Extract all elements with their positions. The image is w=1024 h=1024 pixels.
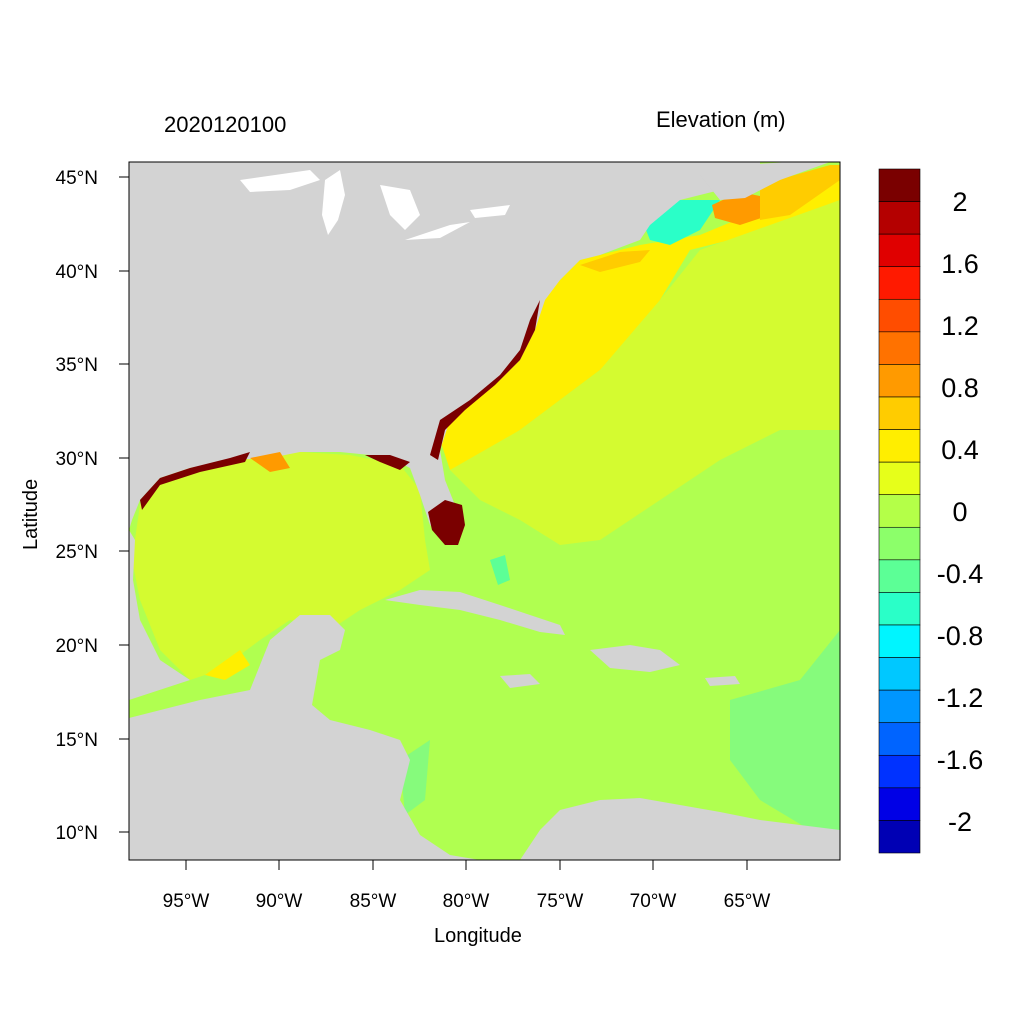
y-tick-label: 15°N <box>56 730 98 751</box>
colorbar-label: 0.4 <box>941 435 979 465</box>
y-tick-labels: 45°N 40°N 35°N 30°N 25°N 20°N 15°N 10°N <box>56 168 98 844</box>
colorbar <box>878 168 921 854</box>
x-tick-label: 75°W <box>537 891 584 912</box>
jamaica-land <box>500 674 540 688</box>
eastern-caribbean-green <box>730 630 840 860</box>
atlantic-yellow-green <box>450 200 840 545</box>
map-frame <box>128 161 841 861</box>
hispaniola-land <box>590 645 680 672</box>
colorbar-swatch <box>878 298 921 333</box>
atlantic-coastal-band <box>440 165 840 470</box>
lakes-group <box>240 170 510 240</box>
south-america-land <box>520 798 840 860</box>
colorbar-swatch <box>878 624 921 658</box>
colorbar-label: -1.2 <box>937 683 984 713</box>
x-tick-label: 80°W <box>443 891 490 912</box>
north-america-land <box>129 162 760 540</box>
colorbar-label: -0.4 <box>937 559 984 589</box>
y-tick-label: 35°N <box>56 355 98 376</box>
colorbar-swatch <box>878 461 921 496</box>
colorbar-swatch <box>878 331 921 365</box>
x-tick-label: 65°W <box>724 891 771 912</box>
lake-ontario <box>470 205 510 218</box>
colorbar-label: -0.8 <box>937 621 984 651</box>
colorbar-swatch <box>878 396 921 430</box>
colorbar-swatch <box>878 201 921 235</box>
colorbar-swatch <box>878 233 921 268</box>
colorbar-swatch <box>878 266 921 300</box>
florida-panhandle-fringe <box>365 455 410 470</box>
x-tick-labels: 95°W 90°W 85°W 80°W 75°W 70°W 65°W <box>163 891 771 912</box>
mississippi-delta-high <box>250 452 290 472</box>
y-tick-label: 45°N <box>56 168 98 189</box>
variable-title: Elevation (m) <box>656 107 786 132</box>
y-tick-label: 20°N <box>56 636 98 657</box>
colorbar-label: -2 <box>948 807 972 837</box>
puerto-rico-land <box>705 676 740 686</box>
colorbar-swatch <box>878 754 921 789</box>
x-tick-label: 85°W <box>350 891 397 912</box>
x-axis-label: Longitude <box>434 925 522 947</box>
colorbar-swatch <box>878 364 921 398</box>
y-ticks <box>119 176 129 833</box>
y-axis-label: Latitude <box>20 478 42 550</box>
yucatan-central-america-land <box>129 615 480 860</box>
colorbar-swatch <box>878 657 921 691</box>
colorbar-label: 0.8 <box>941 373 979 403</box>
x-tick-label: 70°W <box>630 891 677 912</box>
x-tick-label: 95°W <box>163 891 210 912</box>
florida-high-elevation <box>428 500 465 545</box>
colorbar-swatch <box>878 494 921 528</box>
colorbar-label: 0 <box>952 497 967 527</box>
land-group <box>129 162 840 860</box>
nova-scotia-land <box>700 162 830 200</box>
lake-michigan <box>322 170 345 235</box>
east-coast-fringe <box>430 300 540 460</box>
colorbar-swatch <box>878 689 921 724</box>
northeast-coast-orange <box>580 250 650 272</box>
coastal-fringe-group <box>140 300 540 510</box>
colorbar-label: -1.6 <box>937 745 984 775</box>
colorbar-swatch <box>878 722 921 756</box>
campeche-coast-yellow <box>205 650 250 680</box>
bahamas-shallow <box>490 555 510 585</box>
cuba-land <box>385 590 565 635</box>
map-panel <box>129 162 840 860</box>
colorbar-swatch <box>878 559 921 593</box>
colorbar-label: 1.2 <box>941 311 979 341</box>
y-tick-label: 25°N <box>56 542 98 563</box>
lake-erie <box>405 222 470 240</box>
colorbar-swatch <box>878 168 921 202</box>
colorbar-swatch <box>878 592 921 626</box>
lake-superior <box>240 170 320 192</box>
mexico-land <box>129 530 190 700</box>
colorbar-swatch <box>878 820 921 854</box>
y-tick-label: 10°N <box>56 823 98 844</box>
lake-huron <box>380 185 420 230</box>
colorbar-label: 1.6 <box>941 249 979 279</box>
y-tick-label: 30°N <box>56 449 98 470</box>
gulf-of-mexico <box>132 452 430 680</box>
colorbar-swatch <box>878 429 921 463</box>
colorbar-swatch <box>878 526 921 561</box>
colorbar-label: 2 <box>952 187 967 217</box>
colorbar-labels: 2 1.6 1.2 0.8 0.4 0 -0.4 -0.8 -1.2 -1.6 … <box>937 187 984 837</box>
date-title: 2020120100 <box>164 112 287 137</box>
x-ticks <box>185 860 748 870</box>
gulf-coast-fringe <box>140 452 250 510</box>
colorbar-swatch <box>878 787 921 821</box>
y-tick-label: 40°N <box>56 262 98 283</box>
nova-scotia-orange <box>712 192 770 225</box>
nova-scotia-outer <box>760 165 840 220</box>
x-tick-label: 90°W <box>256 891 303 912</box>
